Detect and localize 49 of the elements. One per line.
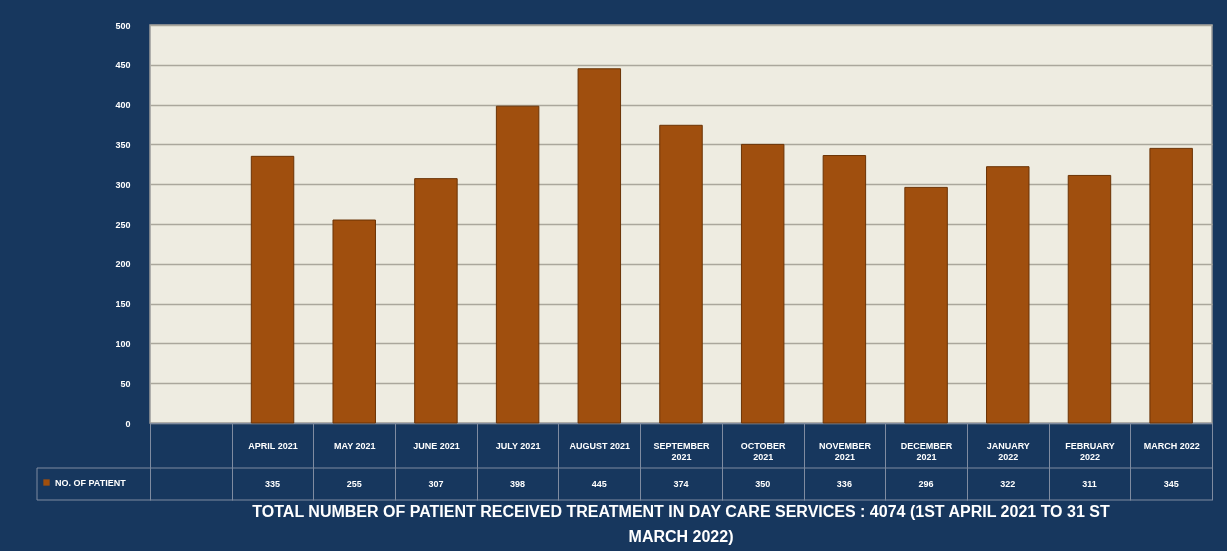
y-tick-label: 0 xyxy=(125,418,131,429)
data-label: 374 xyxy=(673,479,689,489)
text: TOTAL NUMBER OF PATIENT RECEIVED TREATMENT IN DAY CARE SERVICES : 4074 (1ST APRIL 2021 TO 31 ST MARCH 2022) xyxy=(252,502,1110,545)
x-tick-label: NOVEMBER 2021 xyxy=(818,441,872,462)
x-tick-label: AUGUST 2021 xyxy=(569,441,631,451)
bar xyxy=(986,166,1030,424)
x-tick-label: JUNE 2021 xyxy=(413,441,460,451)
data-label: 307 xyxy=(428,479,444,489)
y-tick-label: 300 xyxy=(115,179,131,190)
bar xyxy=(822,155,867,424)
y-tick-label: 50 xyxy=(120,378,131,389)
y-tick-label: 500 xyxy=(115,20,131,31)
x-tick-label: MARCH 2022 xyxy=(1143,441,1200,451)
data-label: 311 xyxy=(1082,479,1097,489)
x-tick-label: JANUARY 2022 xyxy=(986,441,1030,462)
y-tick-label: 450 xyxy=(115,60,131,71)
legend-label: NO. OF PATIENT xyxy=(55,477,127,488)
bar xyxy=(250,155,295,424)
x-tick-label: JULY 2021 xyxy=(495,441,541,451)
x-tick-label: SEPTEMBER 2021 xyxy=(653,441,710,462)
x-tick-label: MAY 2021 xyxy=(333,441,376,451)
data-label: 255 xyxy=(346,479,362,489)
data-label: 345 xyxy=(1163,479,1179,489)
y-tick-label: 150 xyxy=(115,299,131,310)
bar xyxy=(1149,147,1193,424)
bar xyxy=(904,186,948,424)
bar xyxy=(414,178,458,424)
x-tick-label: OCTOBER 2021 xyxy=(740,441,787,462)
bar xyxy=(1067,174,1112,424)
y-tick-label: 250 xyxy=(115,219,131,230)
y-tick-label: 400 xyxy=(115,100,131,111)
data-label: 350 xyxy=(755,479,771,489)
x-tick-label: DECEMBER 2021 xyxy=(900,441,953,462)
y-tick-label: 350 xyxy=(115,139,131,150)
bar xyxy=(740,143,785,424)
bar xyxy=(332,219,376,424)
x-tick-label: FEBRUARY 2022 xyxy=(1065,441,1115,462)
y-tick-label: 100 xyxy=(115,338,131,349)
data-label: 335 xyxy=(265,479,281,489)
bar xyxy=(577,68,622,424)
data-label: 322 xyxy=(1000,479,1016,489)
y-tick-label: 200 xyxy=(115,259,131,270)
data-label: 445 xyxy=(591,479,607,489)
data-label: 336 xyxy=(836,479,852,489)
x-tick-label: APRIL 2021 xyxy=(248,441,298,451)
data-label: 296 xyxy=(918,479,934,489)
bar xyxy=(659,124,703,424)
bar xyxy=(495,105,540,424)
data-label: 398 xyxy=(510,479,526,489)
